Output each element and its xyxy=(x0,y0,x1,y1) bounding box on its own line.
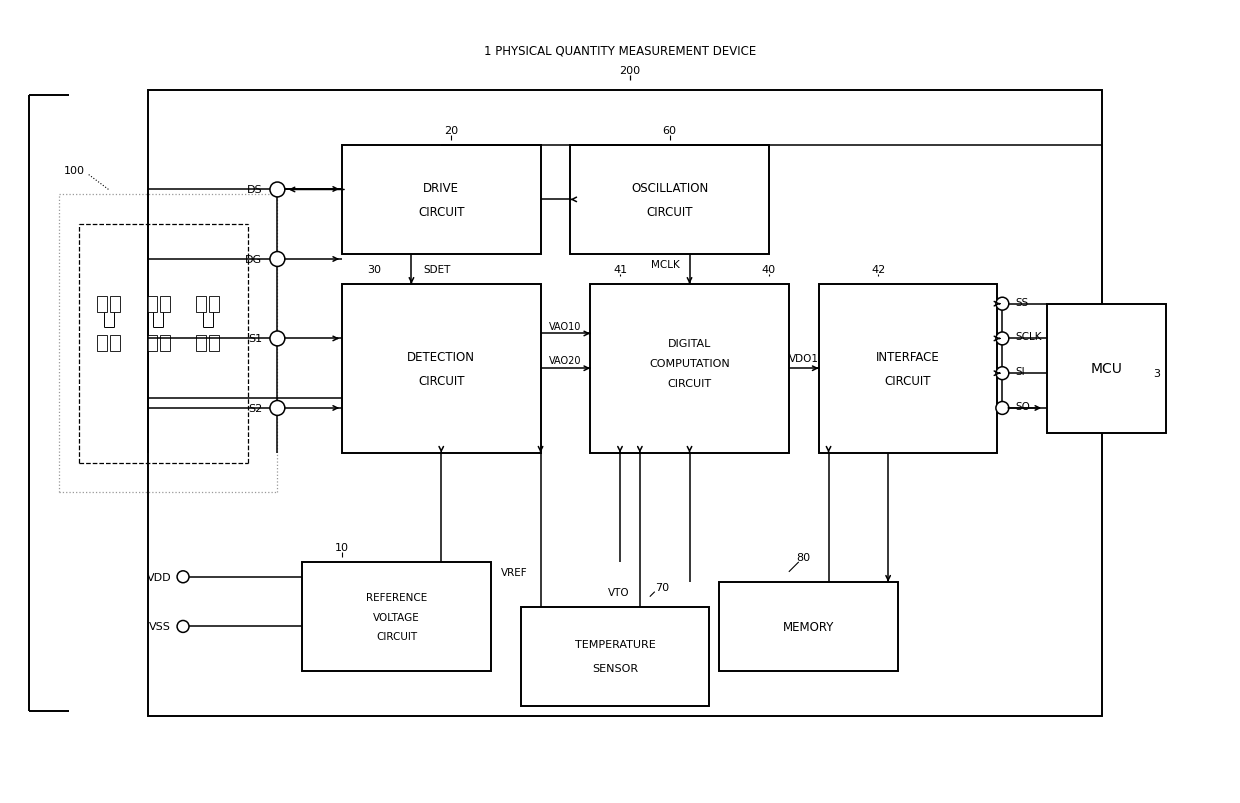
Text: SO: SO xyxy=(1016,402,1030,411)
Bar xyxy=(146,296,156,312)
Circle shape xyxy=(996,367,1009,380)
Bar xyxy=(210,296,219,312)
Text: TEMPERATURE: TEMPERATURE xyxy=(574,639,656,650)
Text: CIRCUIT: CIRCUIT xyxy=(418,206,465,218)
Text: DS: DS xyxy=(247,185,263,195)
Text: VAO20: VAO20 xyxy=(549,356,582,366)
Text: VDD: VDD xyxy=(146,572,171,582)
Text: VTO: VTO xyxy=(609,587,630,597)
Text: 40: 40 xyxy=(761,265,776,275)
Circle shape xyxy=(996,298,1009,311)
Text: S1: S1 xyxy=(248,334,263,344)
Bar xyxy=(160,336,170,352)
Text: VREF: VREF xyxy=(501,567,527,577)
Bar xyxy=(196,296,206,312)
Bar xyxy=(110,336,120,352)
Text: MCU: MCU xyxy=(1091,362,1122,376)
Text: CIRCUIT: CIRCUIT xyxy=(646,206,693,218)
Text: SCLK: SCLK xyxy=(1016,332,1042,342)
Bar xyxy=(521,607,709,706)
Bar xyxy=(97,336,107,352)
Bar xyxy=(342,284,541,453)
Text: 100: 100 xyxy=(64,165,84,175)
Text: CIRCUIT: CIRCUIT xyxy=(885,374,931,387)
Circle shape xyxy=(270,401,285,416)
Bar xyxy=(196,336,206,352)
Text: CIRCUIT: CIRCUIT xyxy=(667,379,712,389)
Circle shape xyxy=(270,332,285,346)
Text: SENSOR: SENSOR xyxy=(591,663,639,673)
Text: 80: 80 xyxy=(796,552,811,562)
Circle shape xyxy=(270,183,285,198)
Bar xyxy=(719,582,898,671)
Circle shape xyxy=(996,402,1009,415)
Text: CIRCUIT: CIRCUIT xyxy=(376,632,417,642)
Text: MCLK: MCLK xyxy=(651,259,680,270)
Text: DIGITAL: DIGITAL xyxy=(668,339,712,349)
Text: CIRCUIT: CIRCUIT xyxy=(418,374,465,387)
Text: S2: S2 xyxy=(248,403,263,414)
Bar xyxy=(97,296,107,312)
Text: VOLTAGE: VOLTAGE xyxy=(373,612,420,622)
Text: 1 PHYSICAL QUANTITY MEASUREMENT DEVICE: 1 PHYSICAL QUANTITY MEASUREMENT DEVICE xyxy=(484,45,756,58)
Circle shape xyxy=(996,332,1009,345)
Text: VAO10: VAO10 xyxy=(549,321,582,331)
Text: 42: 42 xyxy=(870,265,885,275)
Text: DRIVE: DRIVE xyxy=(423,181,459,195)
Text: MEMORY: MEMORY xyxy=(782,620,835,633)
Bar xyxy=(590,284,789,453)
Text: OSCILLATION: OSCILLATION xyxy=(631,181,708,195)
Text: 3: 3 xyxy=(1153,369,1159,379)
Text: 200: 200 xyxy=(619,66,641,76)
Text: SI: SI xyxy=(1016,367,1025,377)
Text: DG: DG xyxy=(246,255,263,265)
Text: INTERFACE: INTERFACE xyxy=(877,350,940,364)
Circle shape xyxy=(177,571,188,583)
Text: 30: 30 xyxy=(367,265,381,275)
Text: 10: 10 xyxy=(335,542,348,552)
Text: 20: 20 xyxy=(444,126,459,136)
Text: SS: SS xyxy=(1016,297,1028,308)
Bar xyxy=(303,562,491,671)
Circle shape xyxy=(177,621,188,633)
Bar xyxy=(818,284,997,453)
Text: 70: 70 xyxy=(655,582,668,592)
Text: REFERENCE: REFERENCE xyxy=(366,592,427,602)
Text: VSS: VSS xyxy=(149,622,171,632)
Bar xyxy=(149,91,1101,716)
Text: COMPUTATION: COMPUTATION xyxy=(650,359,730,369)
Text: DETECTION: DETECTION xyxy=(407,350,475,364)
Bar xyxy=(146,336,156,352)
Circle shape xyxy=(270,252,285,267)
Text: 60: 60 xyxy=(662,126,677,136)
Bar xyxy=(160,296,170,312)
Text: 41: 41 xyxy=(613,265,627,275)
Bar xyxy=(1047,304,1166,434)
Bar xyxy=(570,145,769,255)
Bar xyxy=(210,336,219,352)
Text: VDO1: VDO1 xyxy=(789,354,818,364)
Text: SDET: SDET xyxy=(423,265,451,275)
Bar xyxy=(110,296,120,312)
Bar xyxy=(342,145,541,255)
